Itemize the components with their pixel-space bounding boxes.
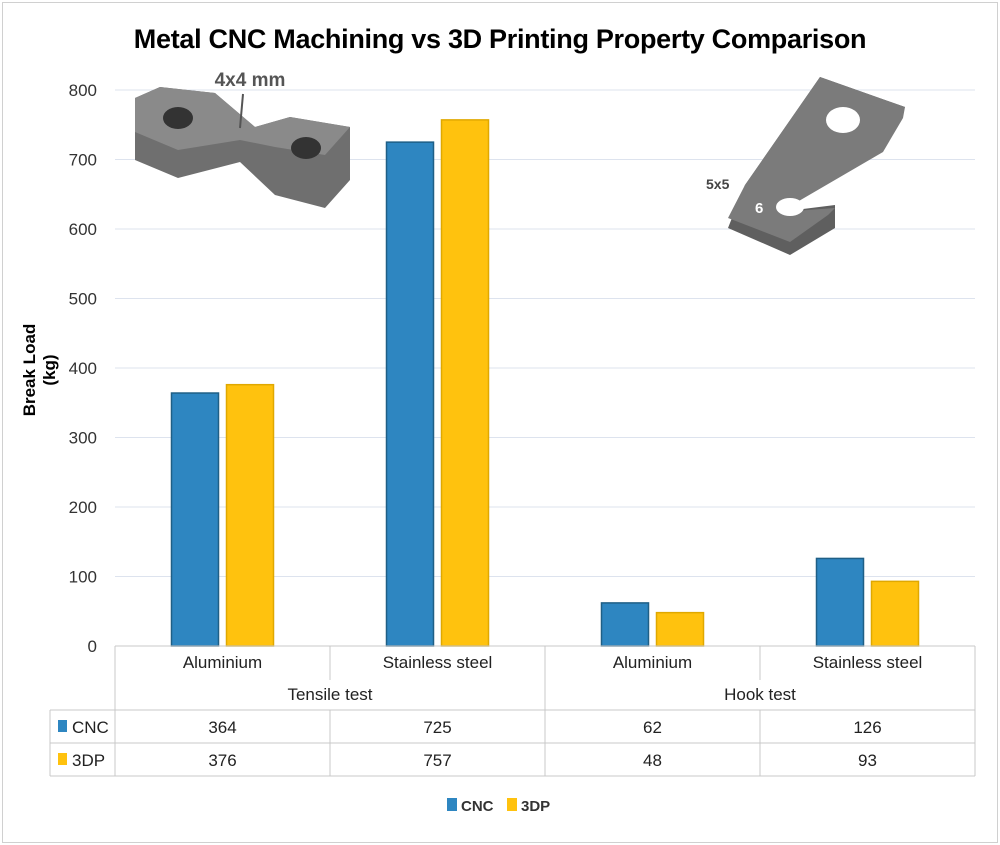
bar-3dp — [225, 383, 275, 647]
category-label: Aluminium — [183, 653, 262, 672]
legend-label-3dp: 3DP — [521, 798, 550, 815]
y-tick-label: 600 — [69, 220, 97, 239]
y-tick-label: 500 — [69, 290, 97, 309]
bar-3dp — [870, 580, 920, 647]
legend-swatch-cnc — [447, 798, 457, 811]
bar-cnc — [385, 141, 435, 647]
category-label: Stainless steel — [813, 653, 923, 672]
annotation-leader — [239, 93, 244, 129]
annotation-hook-hole: 6 — [755, 200, 763, 217]
group-label: Hook test — [724, 685, 796, 704]
group-label: Tensile test — [287, 685, 372, 704]
table-value: 725 — [423, 718, 451, 737]
table-value: 62 — [643, 718, 662, 737]
table-value: 93 — [858, 751, 877, 770]
bar-cnc — [600, 602, 650, 647]
hook-part-image — [728, 77, 905, 255]
table-value: 48 — [643, 751, 662, 770]
y-tick-label: 200 — [69, 498, 97, 517]
table-series-label: 3DP — [72, 751, 105, 770]
category-label: Stainless steel — [383, 653, 493, 672]
bar-cnc — [170, 392, 220, 647]
bar-cnc — [815, 557, 865, 647]
table-value: 364 — [208, 718, 236, 737]
bar-3dp — [440, 119, 490, 647]
y-tick-label: 400 — [69, 359, 97, 378]
annotation-hook-size: 5x5 — [706, 176, 730, 192]
tensile-part-image — [135, 87, 350, 208]
y-tick-label: 700 — [69, 151, 97, 170]
y-tick-label: 100 — [69, 568, 97, 587]
annotation-tensile-part: 4x4 mm — [215, 70, 286, 91]
legend-label-cnc: CNC — [461, 798, 494, 815]
table-legend-key — [58, 753, 67, 765]
y-tick-label: 300 — [69, 429, 97, 448]
legend-swatch-3dp — [507, 798, 517, 811]
category-label: Aluminium — [613, 653, 692, 672]
table-value: 376 — [208, 751, 236, 770]
table-series-label: CNC — [72, 718, 109, 737]
table-legend-key — [58, 720, 67, 732]
bar-3dp — [655, 611, 705, 647]
chart-title: Metal CNC Machining vs 3D Printing Prope… — [133, 24, 867, 54]
y-tick-label: 0 — [88, 637, 97, 656]
table-value: 757 — [423, 751, 451, 770]
table-value: 126 — [853, 718, 881, 737]
y-tick-label: 800 — [69, 81, 97, 100]
